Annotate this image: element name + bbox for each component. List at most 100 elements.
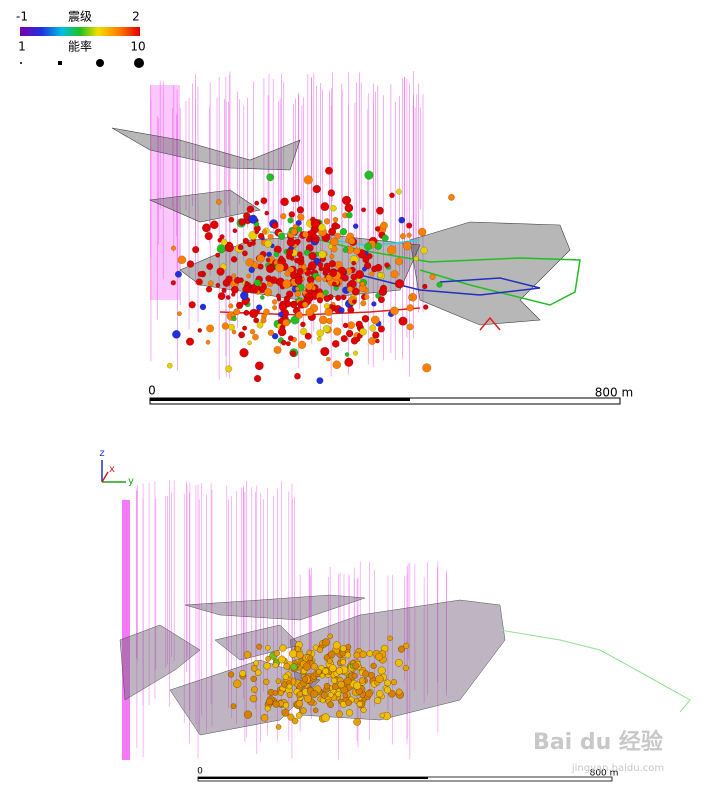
event: [294, 372, 301, 380]
event: [341, 195, 352, 206]
size-key: [134, 58, 144, 68]
event: [364, 242, 372, 251]
event: [263, 662, 271, 670]
event: [250, 240, 256, 246]
event: [272, 662, 279, 669]
event: [224, 242, 235, 253]
event: [406, 232, 412, 238]
event: [312, 184, 321, 194]
event: [399, 233, 407, 240]
event: [389, 192, 395, 199]
event: [322, 277, 327, 282]
event: [206, 324, 215, 333]
event: [273, 650, 280, 657]
event: [283, 662, 291, 670]
event: [320, 202, 330, 212]
event: [253, 660, 259, 666]
event: [331, 339, 340, 348]
event: [281, 681, 288, 688]
event: [281, 708, 290, 717]
event: [327, 189, 336, 197]
event: [395, 659, 403, 667]
event: [295, 712, 303, 719]
event: [335, 691, 342, 697]
event: [295, 311, 304, 319]
tunnel: [499, 629, 691, 713]
energy-min: 1: [18, 40, 26, 54]
event: [286, 692, 293, 698]
event: [201, 223, 211, 233]
event: [197, 271, 204, 278]
event: [282, 318, 290, 327]
event: [296, 267, 304, 275]
event: [253, 317, 260, 324]
event: [264, 705, 271, 712]
event: [177, 255, 187, 265]
event: [231, 273, 237, 279]
event: [324, 166, 334, 175]
event: [360, 300, 367, 307]
event: [216, 267, 225, 276]
event: [448, 193, 455, 201]
event: [296, 651, 304, 659]
event: [277, 690, 284, 697]
event: [273, 251, 280, 258]
event: [345, 709, 354, 717]
event: [278, 255, 284, 261]
event: [243, 309, 250, 316]
event: [326, 317, 333, 325]
event: [327, 701, 334, 709]
event: [249, 695, 258, 703]
event: [285, 341, 291, 347]
event: [340, 335, 348, 343]
event: [417, 227, 427, 237]
event: [312, 707, 319, 714]
event: [249, 328, 256, 335]
event: [316, 329, 324, 337]
event: [204, 231, 213, 241]
size-key: [96, 59, 104, 67]
event: [233, 276, 241, 284]
event: [278, 232, 286, 240]
event: [243, 710, 253, 719]
event: [351, 287, 360, 296]
event: [301, 301, 309, 308]
event: [316, 336, 322, 342]
event: [328, 664, 337, 672]
event: [295, 699, 304, 708]
event: [230, 285, 239, 294]
event: [199, 303, 207, 311]
scale-bar: 0 800 m: [148, 384, 633, 405]
event: [252, 288, 258, 294]
event: [316, 668, 322, 675]
event: [263, 678, 270, 686]
event: [215, 282, 221, 288]
event: [231, 316, 237, 322]
scale-end: 800 m: [590, 769, 619, 779]
event: [225, 365, 233, 373]
x-label: x: [109, 464, 115, 475]
event: [395, 257, 403, 266]
event: [374, 697, 382, 705]
event: [335, 223, 341, 230]
event: [361, 314, 370, 323]
event: [355, 270, 365, 279]
event: [347, 306, 355, 314]
event: [420, 246, 428, 255]
event: [170, 280, 177, 286]
event: [205, 286, 213, 293]
event: [391, 679, 398, 686]
event: [272, 700, 280, 708]
event: [375, 674, 384, 684]
event: [280, 339, 287, 346]
event: [275, 263, 285, 273]
event: [265, 645, 271, 651]
event: [396, 188, 402, 195]
y-label: y: [128, 476, 134, 487]
event: [221, 322, 230, 330]
event: [255, 669, 262, 676]
event: [247, 340, 252, 346]
event: [316, 377, 324, 385]
event: [352, 350, 359, 356]
